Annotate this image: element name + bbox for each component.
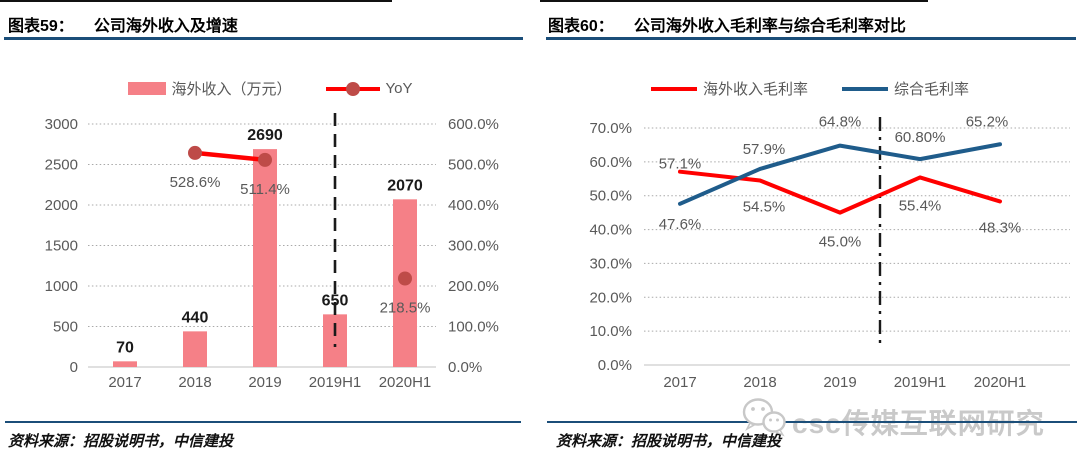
left-axis-tick: 0 <box>70 359 78 376</box>
right-axis-tick: 500.0% <box>448 157 499 174</box>
overall-margin-value-label: 60.80% <box>895 129 946 146</box>
figure-title-text: 公司海外收入及增速 <box>93 18 238 35</box>
overseas-margin-value-label: 55.4% <box>899 197 942 214</box>
wechat-icon <box>740 397 790 444</box>
overseas-margin-value-label: 57.1% <box>659 156 702 173</box>
x-axis-label: 2020H1 <box>974 374 1027 391</box>
overall-margin-line <box>678 142 1002 206</box>
right-axis-tick: 200.0% <box>448 278 499 295</box>
right-axis-tick: 400.0% <box>448 197 499 214</box>
x-axis-label: 2020H1 <box>379 374 432 391</box>
figure-title-row: 图表60： 公司海外收入毛利率与综合毛利率对比 <box>548 12 906 36</box>
yoy-marker-2018 <box>188 145 202 160</box>
left-axis-tick: 2000 <box>45 197 78 214</box>
y-axis-tick: 60.0% <box>589 154 632 171</box>
overseas-margin-line <box>678 169 1002 215</box>
revenue-bar-label: 2690 <box>247 127 283 144</box>
panel-gross-margin: 图表60： 公司海外收入毛利率与综合毛利率对比 海外收入毛利率 综合毛利率 0.… <box>540 0 1080 471</box>
legend-label-overall-margin: 综合毛利率 <box>894 81 970 98</box>
revenue-bar-label: 2070 <box>387 177 423 194</box>
overall-margin-line-swatch <box>842 86 888 91</box>
x-axis-label: 2019H1 <box>309 374 362 391</box>
right-axis-tick: 600.0% <box>448 116 499 133</box>
right-axis-tick: 0.0% <box>448 359 482 376</box>
revenue-bar-2017 <box>113 361 137 367</box>
overall-margin-value-label: 47.6% <box>659 216 702 233</box>
overseas-margin-value-label: 48.3% <box>979 219 1022 236</box>
overseas-margin-line-swatch <box>650 86 697 91</box>
x-axis-label: 2018 <box>178 374 211 391</box>
x-axis-label: 2017 <box>108 374 141 391</box>
watermark-text: csc传媒互联网研究 <box>792 408 1045 439</box>
left-axis-tick: 2500 <box>45 157 78 174</box>
y-axis-tick: 50.0% <box>589 188 632 205</box>
right-axis-tick: 100.0% <box>448 319 499 336</box>
overall-margin-value-label: 64.8% <box>819 114 862 131</box>
figure-title-text: 公司海外收入毛利率与综合毛利率对比 <box>633 18 906 35</box>
revenue-bar-label: 70 <box>116 339 134 356</box>
revenue-bar-2019 <box>253 149 277 367</box>
revenue-bar-2019H1 <box>323 314 347 367</box>
y-axis-tick: 10.0% <box>589 323 632 340</box>
yoy-value-label: 528.6% <box>170 174 221 191</box>
title-underline <box>4 37 523 40</box>
revenue-bar-swatch <box>127 82 166 95</box>
figure-label: 图表60： <box>548 18 614 35</box>
x-axis-label: 2019 <box>248 374 281 391</box>
y-axis-tick: 30.0% <box>589 255 632 272</box>
table-top-border <box>540 0 928 2</box>
chart-legend: 海外收入（万元） YoY <box>0 78 540 99</box>
yoy-value-label: 511.4% <box>240 181 290 198</box>
overseas-margin-value-label: 54.5% <box>743 198 786 215</box>
y-axis-tick: 40.0% <box>589 222 632 239</box>
figure-title-row: 图表59： 公司海外收入及增速 <box>8 12 238 36</box>
y-axis-tick: 0.0% <box>598 357 632 374</box>
left-axis-tick: 500 <box>53 319 78 336</box>
legend-label-overseas-margin: 海外收入毛利率 <box>702 81 808 98</box>
overseas-revenue-chart: 0 0.0% 500 100.0% 1000 200.0% 1500 300.0% 2000 40… <box>45 113 499 391</box>
yoy-marker-2019 <box>258 152 272 167</box>
x-axis-label: 2019 <box>823 374 856 391</box>
x-axis-label: 2019H1 <box>894 374 947 391</box>
yoy-line <box>192 150 268 163</box>
left-axis-tick: 1000 <box>45 278 78 295</box>
revenue-bar-2018 <box>183 331 207 367</box>
yoy-value-label: 218.5% <box>380 300 431 317</box>
chart-legend: 海外收入毛利率 综合毛利率 <box>540 78 1080 99</box>
figure-label: 图表59： <box>8 18 74 35</box>
revenue-bar-label: 650 <box>322 292 349 309</box>
gross-margin-chart: 0.0% 10.0% 20.0% 30.0% 40.0% 50.0% 60.0% 70.0% 5… <box>589 113 1070 391</box>
title-underline <box>546 37 1076 40</box>
revenue-bar-label: 440 <box>182 309 209 326</box>
yoy-line-swatch <box>325 81 380 96</box>
left-axis-tick: 3000 <box>45 116 78 133</box>
overall-margin-value-label: 65.2% <box>966 113 1009 130</box>
x-axis-label: 2017 <box>663 374 696 391</box>
left-axis-tick: 1500 <box>45 238 78 255</box>
y-axis-tick: 70.0% <box>589 120 632 137</box>
legend-label-yoy: YoY <box>385 80 413 97</box>
source-note: 资料来源：招股说明书，中信建投 <box>556 434 782 450</box>
yoy-marker-2020H1 <box>398 271 412 286</box>
bottom-rule <box>547 421 1077 423</box>
source-note: 资料来源：招股说明书，中信建投 <box>8 434 234 450</box>
bottom-rule <box>5 421 521 423</box>
overall-margin-value-label: 57.9% <box>743 141 786 158</box>
panel-overseas-revenue: 图表59： 公司海外收入及增速 海外收入（万元） YoY 0 0.0% 500 100… <box>0 0 540 450</box>
table-top-border <box>0 0 392 2</box>
x-axis-label: 2018 <box>743 374 776 391</box>
overseas-margin-value-label: 45.0% <box>819 234 862 251</box>
legend-label-revenue: 海外收入（万元） <box>171 81 292 98</box>
y-axis-tick: 20.0% <box>589 289 632 306</box>
right-axis-tick: 300.0% <box>448 238 499 255</box>
